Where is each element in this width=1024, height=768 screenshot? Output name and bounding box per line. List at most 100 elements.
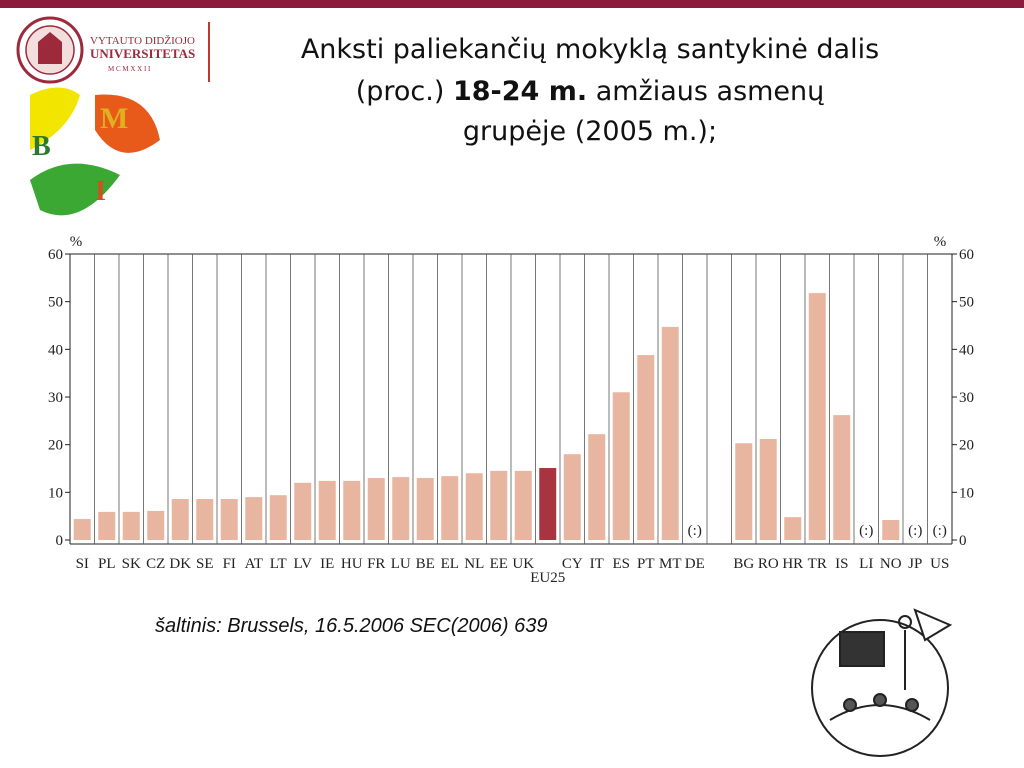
x-tick-label: MT xyxy=(659,556,682,572)
x-tick-label: SE xyxy=(196,556,214,572)
bar xyxy=(392,477,410,540)
x-tick-label: EU25 xyxy=(530,570,565,586)
bar xyxy=(196,499,214,540)
x-tick-label: HU xyxy=(341,556,363,572)
bar xyxy=(441,476,459,540)
y-tick-label: 50 xyxy=(48,295,63,311)
x-tick-label: CY xyxy=(562,556,583,572)
logo-text: UNIVERSITETAS xyxy=(90,46,195,61)
logo-text: VYTAUTO DIDŽIOJO xyxy=(90,35,195,47)
bar xyxy=(465,473,483,540)
x-tick-label: PL xyxy=(98,556,116,572)
value-label: (:) xyxy=(688,523,702,539)
y-tick-label: 30 xyxy=(48,390,63,406)
y-tick-label: 50 xyxy=(959,295,974,311)
value-label: (:) xyxy=(859,523,873,539)
x-tick-label: LU xyxy=(391,556,411,572)
x-tick-label: SI xyxy=(76,556,89,572)
bar xyxy=(220,499,238,540)
y-tick-label: 30 xyxy=(959,390,974,406)
bar xyxy=(661,326,679,540)
y-tick-label: 10 xyxy=(959,485,974,501)
title-line: (proc.) 18-24 m. amžiaus asmenų xyxy=(356,76,825,107)
x-tick-label: DK xyxy=(169,556,191,572)
value-label: (:) xyxy=(933,523,947,539)
bar xyxy=(490,470,508,540)
y-tick-label: 40 xyxy=(959,342,974,358)
bar xyxy=(833,415,851,540)
bar xyxy=(294,482,312,540)
y-tick-label: 20 xyxy=(959,438,974,454)
y-tick-label: 40 xyxy=(48,342,63,358)
bar xyxy=(784,517,802,540)
bar xyxy=(416,478,434,540)
bar xyxy=(171,499,189,540)
source: šaltinis: Brussels, 16.5.2006 SEC(2006) … xyxy=(155,615,547,637)
bar xyxy=(735,443,753,540)
x-tick-label: PT xyxy=(637,556,655,572)
y-axis-label: % xyxy=(70,234,83,250)
x-tick-label: ES xyxy=(612,556,630,572)
y-tick-label: 20 xyxy=(48,438,63,454)
x-tick-label: UK xyxy=(512,556,534,572)
x-tick-label: SK xyxy=(122,556,141,572)
y-tick-label: 60 xyxy=(959,247,974,263)
bar xyxy=(318,480,336,540)
x-tick-label: HR xyxy=(782,556,803,572)
x-tick-label: FR xyxy=(367,556,385,572)
x-tick-label: BE xyxy=(416,556,435,572)
x-tick-label: JP xyxy=(908,556,922,572)
bar xyxy=(588,434,606,540)
title-part: (proc.) xyxy=(356,76,453,107)
bar xyxy=(637,355,655,540)
badge-logo: B M I xyxy=(30,87,160,216)
chart: 0 0 10 10 20 20 30 30 40 40 50 50 60 60% % SI PL SK CZ DK SE… xyxy=(48,234,974,586)
bar xyxy=(367,478,385,540)
bar xyxy=(563,454,581,540)
x-tick-label: LI xyxy=(859,556,873,572)
title-bold: 18-24 m. xyxy=(453,76,587,107)
logo-text: M C M X X I I xyxy=(108,65,151,73)
top-bar xyxy=(0,0,1024,8)
x-tick-label: AT xyxy=(245,556,263,572)
bar xyxy=(612,392,630,540)
x-tick-label: IT xyxy=(590,556,604,572)
y-tick-label: 0 xyxy=(56,533,64,549)
bar xyxy=(269,495,287,540)
x-tick-label: BG xyxy=(733,556,754,572)
bar xyxy=(882,519,900,540)
x-tick-label: RO xyxy=(758,556,779,572)
y-axis-label: % xyxy=(934,234,947,250)
bar xyxy=(147,510,165,540)
bar xyxy=(122,511,140,540)
x-tick-label: DE xyxy=(685,556,705,572)
y-tick-label: 60 xyxy=(48,247,63,263)
classroom-illustration xyxy=(811,608,953,757)
x-tick-label: IE xyxy=(320,556,334,572)
title-line: grupėje (2005 m.); xyxy=(463,116,717,147)
x-tick-label: NO xyxy=(880,556,902,572)
x-tick-label: TR xyxy=(808,556,827,572)
value-label: (:) xyxy=(908,523,922,539)
y-tick-label: 0 xyxy=(959,533,967,549)
x-tick-label: LV xyxy=(293,556,312,572)
y-tick-label: 10 xyxy=(48,485,63,501)
bar xyxy=(98,511,116,540)
title-part: amžiaus asmenų xyxy=(587,76,824,107)
bar xyxy=(539,468,557,540)
bar xyxy=(343,480,361,540)
bar xyxy=(73,519,91,540)
title-line: Anksti paliekančių mokyklą santykinė dal… xyxy=(301,34,879,65)
badge-letter: I xyxy=(95,176,106,207)
x-tick-label: NL xyxy=(464,556,484,572)
badge-letter: B xyxy=(32,131,51,162)
x-tick-label: EL xyxy=(441,556,459,572)
badge-letter: M xyxy=(100,102,128,135)
x-tick-label: IS xyxy=(835,556,848,572)
x-tick-label: EE xyxy=(490,556,508,572)
x-tick-label: FI xyxy=(223,556,236,572)
university-logo: VYTAUTO DIDŽIOJO UNIVERSITETAS M C M X X… xyxy=(16,16,195,84)
x-tick-label: LT xyxy=(270,556,287,572)
